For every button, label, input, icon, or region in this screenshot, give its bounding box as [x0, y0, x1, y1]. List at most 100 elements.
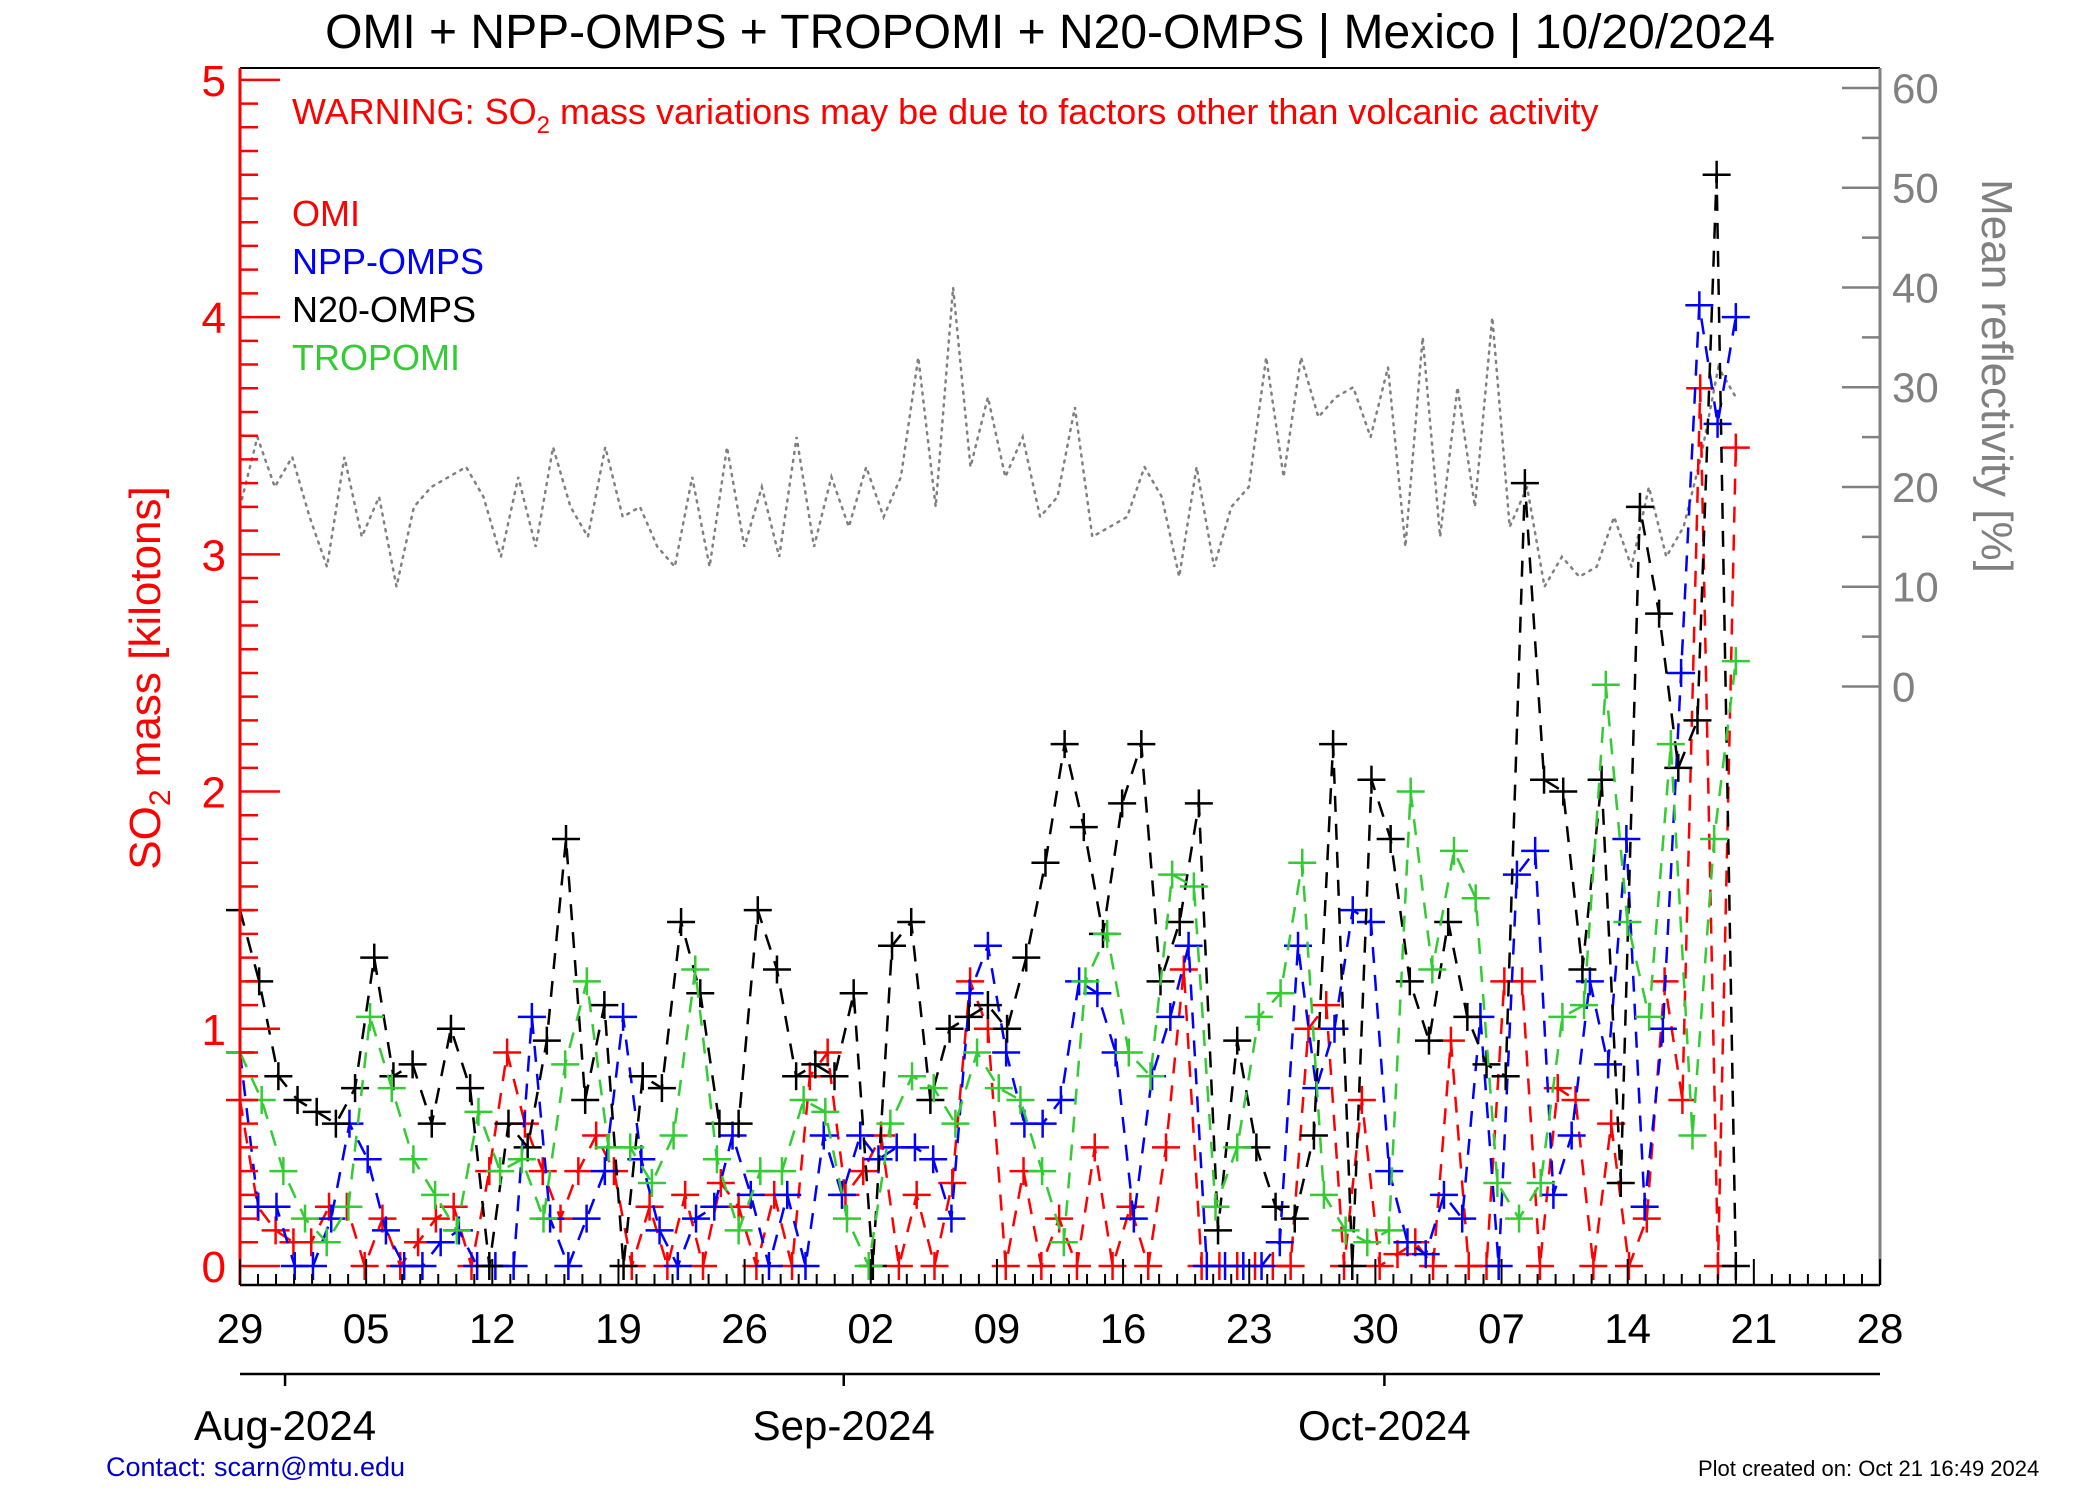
- data-point: [1376, 825, 1405, 854]
- y-left-tick-label: 1: [202, 1006, 226, 1055]
- data-point: [724, 1192, 753, 1221]
- series-line: [238, 660, 1738, 1271]
- data-point: [667, 908, 696, 937]
- data-point: [616, 1133, 645, 1162]
- data-point: [846, 1121, 875, 1150]
- y-right-tick-label: 20: [1892, 464, 1939, 511]
- data-point: [269, 1157, 298, 1186]
- y-right-tick-label: 30: [1892, 364, 1939, 411]
- y-right-tick-label: 40: [1892, 264, 1939, 311]
- data-point: [312, 1228, 341, 1257]
- data-point: [551, 1050, 580, 1079]
- data-point: [1648, 1014, 1677, 1043]
- data-point: [1347, 1085, 1376, 1114]
- data-point: [1028, 1157, 1057, 1186]
- data-point: [283, 1085, 312, 1114]
- x-tick-label: 19: [595, 1305, 642, 1352]
- reflectivity-layer: [238, 287, 1738, 591]
- data-point: [398, 1050, 427, 1079]
- data-point: [1223, 1133, 1252, 1162]
- data-point: [1049, 1228, 1078, 1257]
- data-point: [833, 1204, 862, 1233]
- data-point: [572, 967, 601, 996]
- data-point: [637, 1168, 666, 1197]
- data-point: [659, 1121, 688, 1150]
- data-point: [809, 1121, 838, 1150]
- data-point: [513, 1133, 542, 1162]
- data-point: [291, 1204, 320, 1233]
- data-point: [262, 1192, 291, 1221]
- data-point: [399, 1145, 428, 1174]
- data-point: [1434, 908, 1463, 937]
- data-point: [1645, 599, 1674, 628]
- data-point: [920, 1252, 949, 1281]
- series-omi: [226, 374, 1750, 1281]
- data-point: [1127, 730, 1156, 759]
- data-point: [993, 1014, 1022, 1043]
- data-point: [1491, 1062, 1520, 1091]
- data-point: [1632, 1204, 1661, 1233]
- legend-entry: OMI: [292, 193, 360, 234]
- data-point: [1668, 1085, 1697, 1114]
- data-point: [517, 1002, 546, 1031]
- contact-text: Contact: scarn@mtu.edu: [106, 1452, 406, 1482]
- data-point: [782, 1062, 811, 1091]
- data-point: [1265, 1228, 1294, 1257]
- x-tick-label: 12: [469, 1305, 516, 1352]
- data-point: [408, 1252, 437, 1281]
- data-point: [992, 1038, 1021, 1067]
- data-point: [635, 1192, 664, 1221]
- month-label: Aug-2024: [194, 1402, 376, 1449]
- data-point: [590, 1157, 619, 1186]
- data-point: [984, 1074, 1013, 1103]
- data-point: [789, 1085, 818, 1114]
- data-point: [572, 1204, 601, 1233]
- data-point: [1179, 872, 1208, 901]
- series-line: [238, 388, 1738, 1271]
- x-tick-label: 28: [1857, 1305, 1904, 1352]
- y-left-tick-label: 5: [202, 57, 226, 106]
- data-point: [1664, 753, 1693, 782]
- data-point: [302, 1097, 331, 1126]
- data-point: [1502, 860, 1531, 889]
- data-point: [702, 1145, 731, 1174]
- data-point: [1597, 1109, 1626, 1138]
- data-point: [919, 1145, 948, 1174]
- data-point: [1136, 1062, 1165, 1091]
- data-point: [743, 896, 772, 925]
- series-line: [238, 305, 1738, 1270]
- data-point: [1505, 1204, 1534, 1233]
- x-tick-label: 29: [217, 1305, 264, 1352]
- ylabel-left-subscript: 2: [144, 789, 177, 806]
- data-point: [1612, 825, 1641, 854]
- x-tick-label: 23: [1226, 1305, 1273, 1352]
- data-point: [724, 1109, 753, 1138]
- data-point: [919, 1074, 948, 1103]
- data-point: [1312, 991, 1341, 1020]
- data-point: [360, 943, 389, 972]
- data-point: [1414, 1026, 1443, 1055]
- data-point: [1119, 1204, 1148, 1233]
- y-left-tick-label: 0: [202, 1243, 226, 1292]
- data-point: [1630, 1192, 1659, 1221]
- data-point: [264, 1062, 293, 1091]
- data-point: [1419, 1252, 1448, 1281]
- y-right-tick-label: 0: [1892, 663, 1915, 710]
- y-left-tick-label: 2: [202, 769, 226, 818]
- data-point: [1411, 1240, 1440, 1269]
- data-point: [321, 1109, 350, 1138]
- data-point: [935, 1014, 964, 1043]
- data-point: [973, 991, 1002, 1020]
- data-point: [1027, 1252, 1056, 1281]
- data-point: [671, 1180, 700, 1209]
- data-point: [1374, 1216, 1403, 1245]
- x-tick-label: 09: [974, 1305, 1021, 1352]
- data-point: [1568, 955, 1597, 984]
- data-point: [1686, 374, 1715, 403]
- data-point: [916, 1085, 945, 1114]
- data-point: [1080, 1133, 1109, 1162]
- warning-prefix: WARNING: SO: [292, 91, 537, 132]
- legend: OMI NPP-OMPS N20-OMPS TROPOMI: [292, 193, 484, 378]
- data-point: [439, 1192, 468, 1221]
